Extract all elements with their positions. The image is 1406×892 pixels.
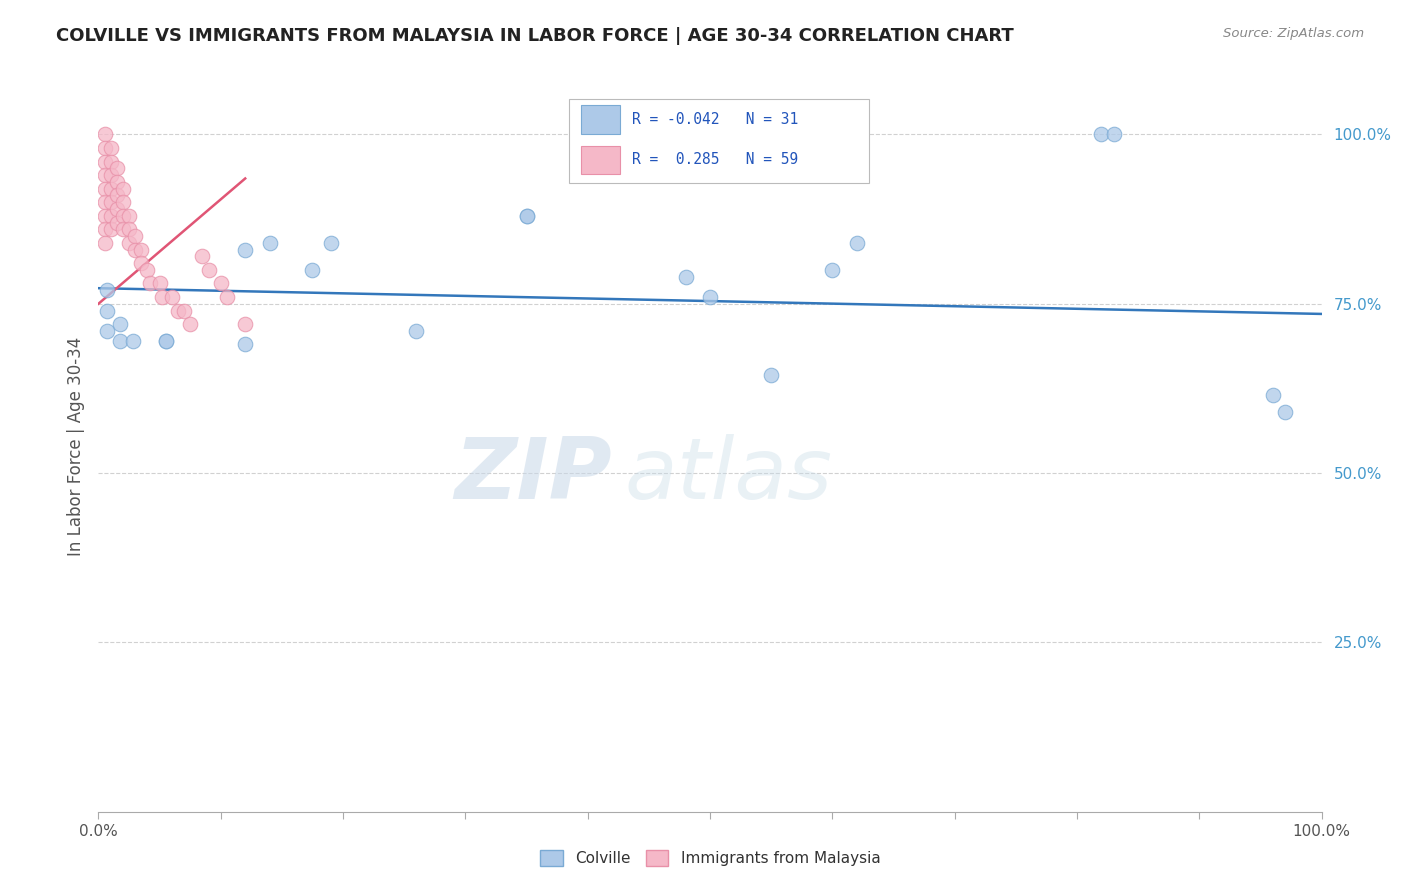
- Y-axis label: In Labor Force | Age 30-34: In Labor Force | Age 30-34: [66, 336, 84, 556]
- Point: [515, 209, 537, 223]
- Point: [150, 290, 173, 304]
- Point: [93, 195, 115, 210]
- Point: [105, 202, 128, 216]
- Point: [405, 324, 427, 338]
- Point: [149, 277, 172, 291]
- Point: [173, 303, 195, 318]
- Point: [105, 215, 128, 229]
- Point: [139, 277, 162, 291]
- Point: [136, 263, 159, 277]
- Point: [675, 269, 697, 284]
- Point: [699, 290, 721, 304]
- Text: Source: ZipAtlas.com: Source: ZipAtlas.com: [1223, 27, 1364, 40]
- Point: [100, 181, 122, 195]
- Point: [93, 181, 115, 195]
- Point: [118, 209, 141, 223]
- Point: [96, 283, 118, 297]
- Point: [100, 154, 122, 169]
- Point: [215, 290, 238, 304]
- Point: [100, 168, 122, 182]
- Point: [160, 290, 183, 304]
- Point: [124, 243, 146, 257]
- Point: [155, 334, 177, 348]
- Point: [233, 243, 256, 257]
- Point: [96, 324, 118, 338]
- Point: [179, 317, 201, 331]
- Point: [100, 141, 122, 155]
- Point: [96, 303, 118, 318]
- Point: [93, 128, 115, 142]
- Point: [129, 243, 152, 257]
- Point: [845, 235, 868, 250]
- Point: [761, 368, 783, 382]
- Point: [93, 209, 115, 223]
- Point: [111, 181, 134, 195]
- Point: [100, 209, 122, 223]
- Point: [93, 141, 115, 155]
- Point: [1261, 388, 1284, 402]
- Point: [155, 334, 177, 348]
- Point: [1274, 405, 1296, 419]
- Legend: Colville, Immigrants from Malaysia: Colville, Immigrants from Malaysia: [531, 842, 889, 873]
- Point: [259, 235, 281, 250]
- Point: [100, 222, 122, 236]
- Point: [105, 161, 128, 176]
- Point: [233, 317, 256, 331]
- Text: COLVILLE VS IMMIGRANTS FROM MALAYSIA IN LABOR FORCE | AGE 30-34 CORRELATION CHAR: COLVILLE VS IMMIGRANTS FROM MALAYSIA IN …: [56, 27, 1014, 45]
- Point: [301, 263, 323, 277]
- Point: [111, 209, 134, 223]
- Point: [93, 222, 115, 236]
- Point: [118, 235, 141, 250]
- Point: [93, 235, 115, 250]
- Point: [191, 249, 214, 263]
- Point: [93, 154, 115, 169]
- Point: [197, 263, 219, 277]
- Point: [821, 263, 844, 277]
- Point: [110, 317, 132, 331]
- Text: atlas: atlas: [624, 434, 832, 516]
- Point: [1090, 128, 1112, 142]
- Point: [167, 303, 190, 318]
- Point: [515, 209, 537, 223]
- Text: ZIP: ZIP: [454, 434, 612, 516]
- Point: [124, 229, 146, 244]
- Point: [319, 235, 342, 250]
- Point: [100, 195, 122, 210]
- Point: [233, 337, 256, 351]
- Point: [129, 256, 152, 270]
- Point: [121, 334, 143, 348]
- Point: [110, 334, 132, 348]
- Point: [93, 168, 115, 182]
- Point: [111, 195, 134, 210]
- Point: [111, 222, 134, 236]
- Point: [1102, 128, 1125, 142]
- Point: [118, 222, 141, 236]
- Point: [209, 277, 232, 291]
- Point: [105, 175, 128, 189]
- Point: [105, 188, 128, 202]
